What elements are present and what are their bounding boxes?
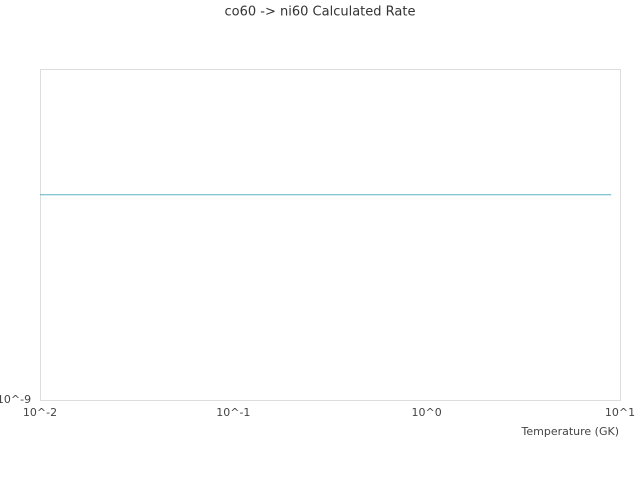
chart-title: co60 -> ni60 Calculated Rate	[225, 5, 416, 20]
x-tick-label: 10^0	[412, 406, 442, 419]
x-axis-label: Temperature (GK)	[521, 425, 620, 438]
plot-frame	[40, 69, 621, 401]
x-tick-label: 10^-1	[216, 406, 250, 419]
y-tick-label: 10^-9	[0, 393, 31, 406]
x-tick-label: 10^1	[605, 406, 635, 419]
x-tick-label: 10^-2	[23, 406, 57, 419]
